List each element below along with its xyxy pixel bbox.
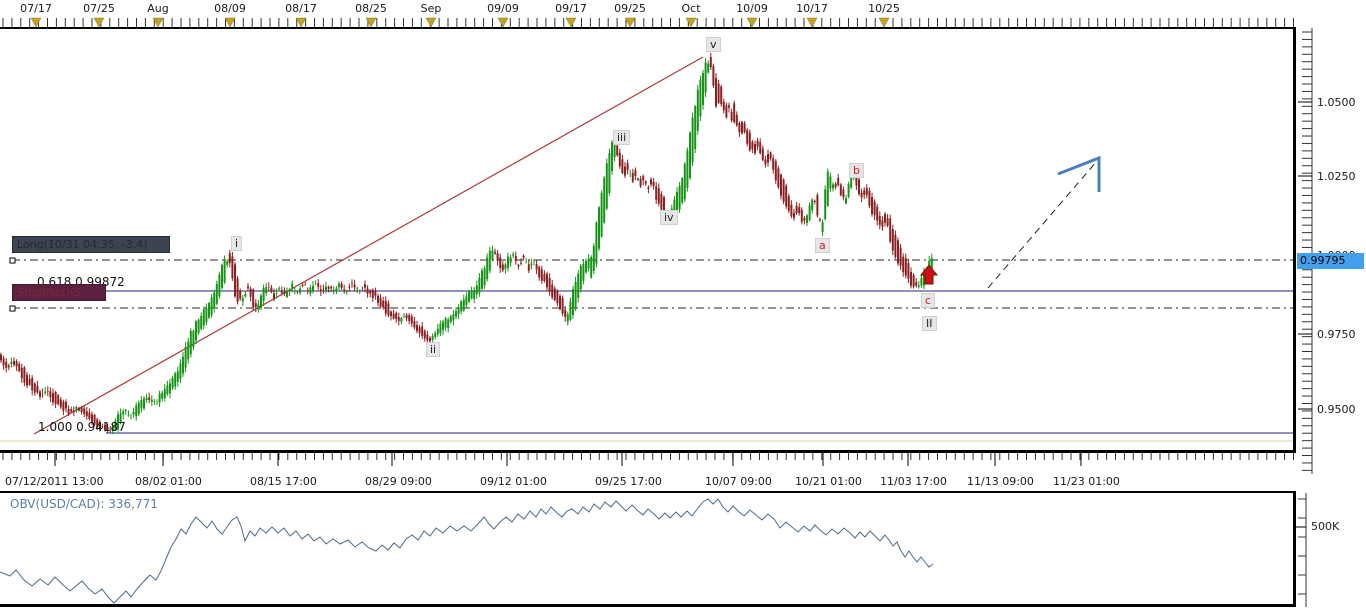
svg-text:08/29 09:00: 08/29 09:00 [365,475,432,488]
svg-text:08/09: 08/09 [214,2,246,15]
last-price-badge: 0.99795 [1297,253,1364,269]
top-axis-ticks: 07/17 07/25 Aug 08/09 08/17 08/25 Sep 09/09 09/1… [2,2,1294,28]
svg-text:09/09: 09/09 [487,2,519,15]
svg-text:11/13 09:00: 11/13 09:00 [967,475,1034,488]
svg-text:10/07 09:00: 10/07 09:00 [705,475,772,488]
svg-text:08/25: 08/25 [355,2,387,15]
bottom-axis-ticks: 07/12/2011 13:00 08/02 01:00 08/15 17:00 08… [2,453,1294,488]
svg-text:10/17: 10/17 [796,2,828,15]
svg-text:Sep: Sep [421,2,442,15]
bottom-time-axis[interactable]: 07/12/2011 13:00 08/02 01:00 08/15 17:00 08… [0,453,1296,491]
top-time-axis[interactable]: 07/17 07/25 Aug 08/09 08/17 08/25 Sep 09/09 09/1… [0,0,1296,29]
fib-1000-label: 1.000 0.94187 [38,420,126,434]
wave-label-iii[interactable]: iii [613,130,631,145]
wave-label-i[interactable]: i [231,236,243,251]
svg-text:08/02 01:00: 08/02 01:00 [135,475,202,488]
chart-top-border [0,27,1296,29]
svg-text:07/12/2011 13:00: 07/12/2011 13:00 [5,475,104,488]
svg-text:0.9500: 0.9500 [1317,403,1356,416]
stop-order-label[interactable]: Stop(Net)(S [12,284,106,301]
main-price-chart[interactable]: 0.618 0.99872 1.000 0.94187 Long(10/31 0… [0,29,1296,452]
wave-label-b[interactable]: b [849,163,864,178]
svg-text:08/17: 08/17 [285,2,317,15]
chart-right-border [1293,27,1296,453]
obv-axis-ticks [1296,493,1307,607]
svg-text:10/21 01:00: 10/21 01:00 [795,475,862,488]
svg-text:10/25: 10/25 [868,2,900,15]
chart-bottom-border [0,450,1296,453]
svg-text:09/17: 09/17 [555,2,587,15]
svg-text:09/25 17:00: 09/25 17:00 [595,475,662,488]
wave-label-v[interactable]: v [706,37,721,52]
svg-text:Oct: Oct [681,2,701,15]
svg-text:Aug: Aug [147,2,168,15]
svg-text:07/25: 07/25 [83,2,115,15]
svg-text:11/03 17:00: 11/03 17:00 [880,475,947,488]
svg-text:08/15 17:00: 08/15 17:00 [250,475,317,488]
svg-text:11/23 01:00: 11/23 01:00 [1053,475,1120,488]
obv-indicator-panel[interactable]: OBV(USD/CAD): 336,771 [0,491,1296,607]
svg-text:09/25: 09/25 [614,2,646,15]
svg-text:09/12 01:00: 09/12 01:00 [480,475,547,488]
obv-axis-label: 500K [1311,520,1340,533]
wave-label-ii[interactable]: ii [426,342,441,357]
svg-text:10/09: 10/09 [736,2,768,15]
svg-text:07/17: 07/17 [20,2,52,15]
price-series-canvas [0,52,1293,442]
wave-label-c[interactable]: c [921,293,936,308]
long-position-label[interactable]: Long(10/31 04:35, -3.4) [12,236,170,253]
svg-text:1.0500: 1.0500 [1317,96,1356,109]
obv-series-canvas [0,498,934,604]
svg-text:1.0250: 1.0250 [1317,170,1356,183]
obv-indicator-label: OBV(USD/CAD): 336,771 [10,497,158,511]
svg-text:0.9750: 0.9750 [1317,328,1356,341]
wave-label-a[interactable]: a [815,238,830,253]
wave-label-II[interactable]: II [922,316,937,331]
obv-value-axis[interactable]: 500K [1296,491,1366,609]
wave-label-iv[interactable]: iv [660,210,678,225]
